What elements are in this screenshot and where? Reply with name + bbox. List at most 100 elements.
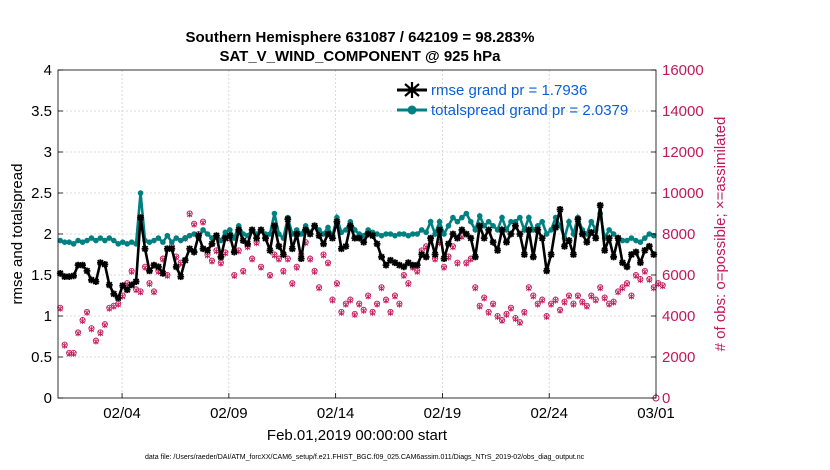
obs-assimilated-point [62,342,68,349]
rmse-point [556,206,564,213]
totalspread-point [405,232,412,239]
rmse-point [489,238,497,246]
totalspread-point [88,235,95,241]
obs-assimilated-point [494,314,501,321]
obs-assimilated-point [271,252,278,259]
rmse-point [351,234,359,242]
totalspread-point [168,239,175,245]
rmse-point [360,238,368,246]
obs-assimilated-point [570,301,577,308]
obs-assimilated-point [633,273,639,280]
obs-assimilated-point [477,303,483,310]
obs-assimilated-point [374,301,380,308]
obs-assimilated-point [338,309,345,316]
rmse-point [570,251,577,258]
rmse-point [101,260,109,268]
totalspread-point [151,237,157,244]
obs-assimilated-point [106,305,113,312]
rmse-point [449,230,457,238]
rmse-point [547,251,555,258]
rmse-point [413,261,421,269]
rmse-point [177,273,185,281]
rmse-point [409,261,417,269]
rmse-point [306,230,314,238]
rmse-point [534,226,542,234]
obs-assimilated-point [356,301,362,308]
totalspread-point [624,237,630,244]
totalspread-point [365,227,371,233]
totalspread-point [343,227,349,233]
obs-assimilated-point [579,299,586,306]
obs-assimilated-point [75,330,81,337]
obs-assimilated-point [347,297,353,304]
totalspread-point [160,239,166,245]
rmse-point [525,226,533,234]
rmse-point [427,234,435,242]
totalspread-point [606,227,612,233]
rmse-point [520,251,528,258]
totalspread-point [539,218,546,225]
rmse-point [284,215,292,223]
rmse-point [248,226,256,234]
totalspread-point [499,214,505,221]
obs-assimilated-point [240,268,246,275]
totalspread-point [356,231,363,237]
totalspread-point [646,231,653,237]
rmse-point [454,234,461,242]
rmse-point [56,269,64,277]
obs-assimilated-point [378,285,385,292]
rmse-point [404,259,412,267]
obs-assimilated-point [280,268,287,275]
x-tick-label: 02/19 [424,405,462,422]
obs-assimilated-point [637,277,644,284]
rmse-point [132,278,140,285]
obs-assimilated-point [405,281,412,288]
y-left-tick-label: 4 [44,62,52,79]
rmse-point [458,226,466,234]
totalspread-point [637,239,644,245]
rmse-point [186,245,194,253]
obs-assimilated-point [552,297,559,304]
rmse-point [155,263,162,271]
obs-assimilated-point [517,320,523,327]
rmse-point [199,245,207,253]
obs-assimilated-point [660,283,666,290]
rmse-point [217,253,225,261]
obs-assimilated-point [521,309,528,316]
rmse-point [168,245,176,253]
rmse-point [221,234,229,242]
rmse-point [471,253,479,261]
rmse-point [462,230,470,238]
rmse-point [293,230,301,238]
rmse-point [235,226,243,234]
rmse-point [561,242,568,250]
obs-assimilated-point [115,301,121,308]
rmse-point [324,230,332,238]
obs-assimilated-point [146,281,153,288]
totalspread-point [302,223,309,229]
totalspread-point [441,231,447,237]
obs-assimilated-point [369,309,376,316]
rmse-point [208,240,216,248]
rmse-point [632,248,640,256]
totalspread-point [66,239,72,245]
x-tick-label: 02/09 [210,405,248,422]
totalspread-point [610,231,617,237]
rmse-point [74,261,82,269]
rmse-point [302,226,310,234]
obs-assimilated-point [655,281,661,288]
obs-assimilated-point [258,264,264,271]
totalspread-point [57,237,64,244]
obs-assimilated-point [151,289,157,296]
rmse-point [226,232,234,240]
totalspread-point [173,235,180,241]
rmse-point [150,261,158,269]
obs-assimilated-point [619,285,626,292]
rmse-point [610,253,618,261]
obs-assimilated-point [392,293,398,300]
totalspread-point [467,218,474,225]
obs-assimilated-point [361,307,367,314]
totalspread-point [512,218,519,225]
x-axis: 02/04 02/09 02/14 02/19 02/24 03/01 [103,393,675,422]
totalspread-point [204,231,211,237]
